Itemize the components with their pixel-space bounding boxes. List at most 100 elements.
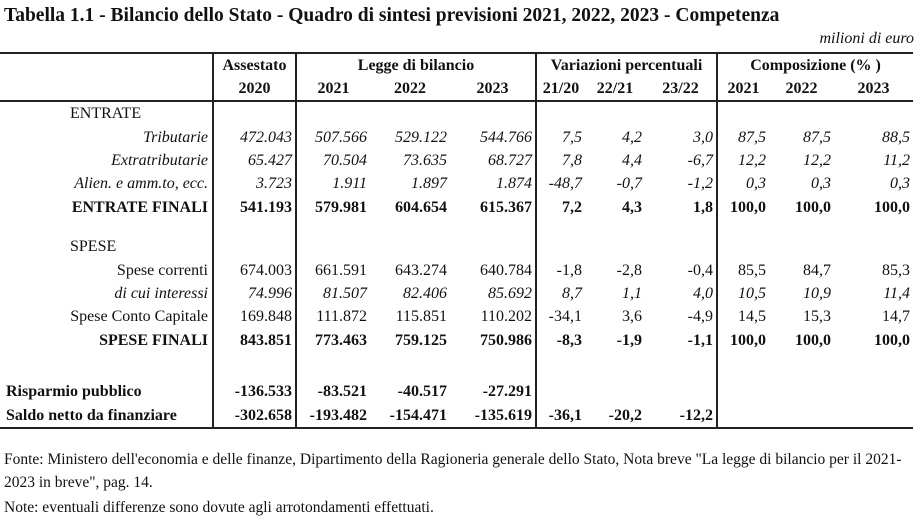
header-row-1: Assestato Legge di bilancio Variazioni p… — [0, 52, 914, 77]
header-year: 2023 — [450, 77, 537, 102]
cell-value: 604.654 — [395, 198, 447, 216]
cell-value: 7,2 — [562, 198, 582, 216]
cell-value: 507.566 — [315, 128, 367, 146]
cell-value: 843.851 — [213, 329, 297, 353]
cell-value: 85,3 — [882, 261, 911, 279]
cell-value: 1.897 — [411, 175, 447, 193]
header-year: 2022 — [769, 77, 834, 102]
cell-value: 74.996 — [213, 282, 297, 306]
cell-value: 1,1 — [622, 285, 642, 303]
row-label: ENTRATE FINALI — [0, 196, 214, 220]
cell-value: 14,5 — [738, 308, 766, 326]
header-variazioni: Variazioni percentuali — [536, 52, 718, 77]
row-label: Tributarie — [0, 126, 214, 150]
cell-value: 0,3 — [746, 175, 766, 193]
cell-value: 100,0 — [874, 331, 911, 349]
cell-value: 4,3 — [622, 198, 642, 216]
cell-value: -0,4 — [645, 258, 718, 283]
cell-value: -1,2 — [645, 172, 718, 197]
cell-value: 88,5 — [882, 128, 911, 146]
cell-value: 7,5 — [562, 128, 582, 146]
cell-value: 541.193 — [213, 196, 297, 220]
cell-value: 100,0 — [730, 198, 766, 216]
table-row-interessi: di cui interessi 74.996 81.507 82.406 85.692… — [0, 282, 913, 306]
table-row-saldo: Saldo netto da finanziare -302.658 -193.48… — [0, 403, 914, 430]
cell-value: 674.003 — [213, 258, 297, 283]
cell-value: -40.517 — [397, 383, 447, 401]
cell-value: -302.658 — [213, 403, 297, 430]
cell-value: 8,7 — [562, 285, 582, 303]
row-label: di cui interessi — [0, 282, 214, 306]
cell-value: 1.874 — [450, 172, 537, 197]
cell-value: 3,6 — [622, 308, 642, 326]
table-row-alien: Alien. e amm.to, ecc. 3.723 1.911 1.897 1.87… — [0, 172, 913, 197]
cell-value: -193.482 — [296, 403, 370, 430]
cell-value: 0,3 — [811, 175, 831, 193]
row-label: Spese Conto Capitale — [0, 305, 214, 330]
cell-value: -27.291 — [450, 380, 537, 404]
cell-value: 472.043 — [213, 126, 297, 150]
cell-value: 4,4 — [622, 152, 642, 170]
cell-value: 100,0 — [874, 198, 911, 216]
section-label: SPESE — [0, 235, 214, 259]
cell-value: 1,8 — [645, 196, 718, 220]
cell-value: 643.274 — [395, 261, 447, 279]
table-row-tributarie: Tributarie 472.043 507.566 529.122 544.766 7,… — [0, 126, 913, 150]
cell-value: -154.471 — [370, 403, 450, 430]
spacer-row — [0, 219, 913, 236]
cell-value: -1,8 — [556, 261, 582, 279]
cell-value: 81.507 — [323, 285, 367, 303]
cell-value: -1,1 — [645, 329, 718, 353]
cell-value: 73.635 — [403, 152, 447, 170]
cell-value: 100,0 — [795, 198, 831, 216]
cell-value: 7,8 — [562, 152, 582, 170]
cell-value: 759.125 — [395, 331, 447, 349]
cell-value: 100,0 — [795, 331, 831, 349]
cell-value: 579.981 — [315, 198, 367, 216]
cell-value: 68.727 — [450, 149, 537, 173]
table-row-spese-correnti: Spese correnti 674.003 661.591 643.274 640.7… — [0, 258, 913, 283]
cell-value: 4,2 — [622, 128, 642, 146]
cell-value: -135.619 — [450, 403, 537, 430]
cell-value: 100,0 — [730, 331, 766, 349]
cell-value: 87,5 — [803, 128, 831, 146]
cell-value: 10,9 — [803, 285, 831, 303]
cell-value: 640.784 — [450, 258, 537, 283]
cell-value: 111.872 — [316, 308, 367, 326]
cell-value: 65.427 — [213, 149, 297, 173]
header-period: 23/22 — [645, 77, 718, 102]
cell-value: 615.367 — [450, 196, 537, 220]
cell-value: 661.591 — [315, 261, 367, 279]
header-year: 2020 — [213, 77, 297, 102]
cell-value: -6,7 — [645, 149, 718, 173]
cell-value: -0,7 — [616, 175, 642, 193]
cell-value: 82.406 — [403, 285, 447, 303]
cell-value: 3.723 — [213, 172, 297, 197]
cell-value: 1.911 — [332, 175, 367, 193]
source-note: Fonte: Ministero dell'economia e delle f… — [4, 451, 902, 491]
cell-value: 85,5 — [738, 261, 766, 279]
cell-value: 0,3 — [890, 175, 911, 193]
cell-value: -83.521 — [317, 383, 367, 401]
header-period: 21/20 — [536, 77, 585, 102]
cell-value: -4,9 — [645, 305, 718, 330]
budget-table: Assestato Legge di bilancio Variazioni p… — [0, 52, 914, 430]
cell-value: 3,0 — [645, 126, 718, 150]
cell-value: -48,7 — [548, 175, 582, 193]
header-assestato: Assestato — [213, 52, 297, 77]
cell-value: -8,3 — [556, 331, 582, 349]
cell-value: 84,7 — [803, 261, 831, 279]
row-label: Spese correnti — [0, 258, 214, 283]
cell-value: 11,4 — [883, 285, 911, 303]
cell-value: 12,2 — [803, 152, 831, 170]
cell-value: 529.122 — [395, 128, 447, 146]
header-composizione: Composizione (% ) — [717, 52, 914, 77]
table-title: Tabella 1.1 - Bilancio dello Stato - Qua… — [4, 5, 780, 26]
spacer-row — [0, 352, 913, 381]
cell-value: -2,8 — [616, 261, 642, 279]
section-row-entrate: ENTRATE — [0, 101, 913, 126]
section-row-spese: SPESE — [0, 235, 913, 259]
cell-value: 87,5 — [738, 128, 766, 146]
unit-label: milioni di euro — [819, 30, 914, 47]
cell-value: -34,1 — [548, 308, 582, 326]
